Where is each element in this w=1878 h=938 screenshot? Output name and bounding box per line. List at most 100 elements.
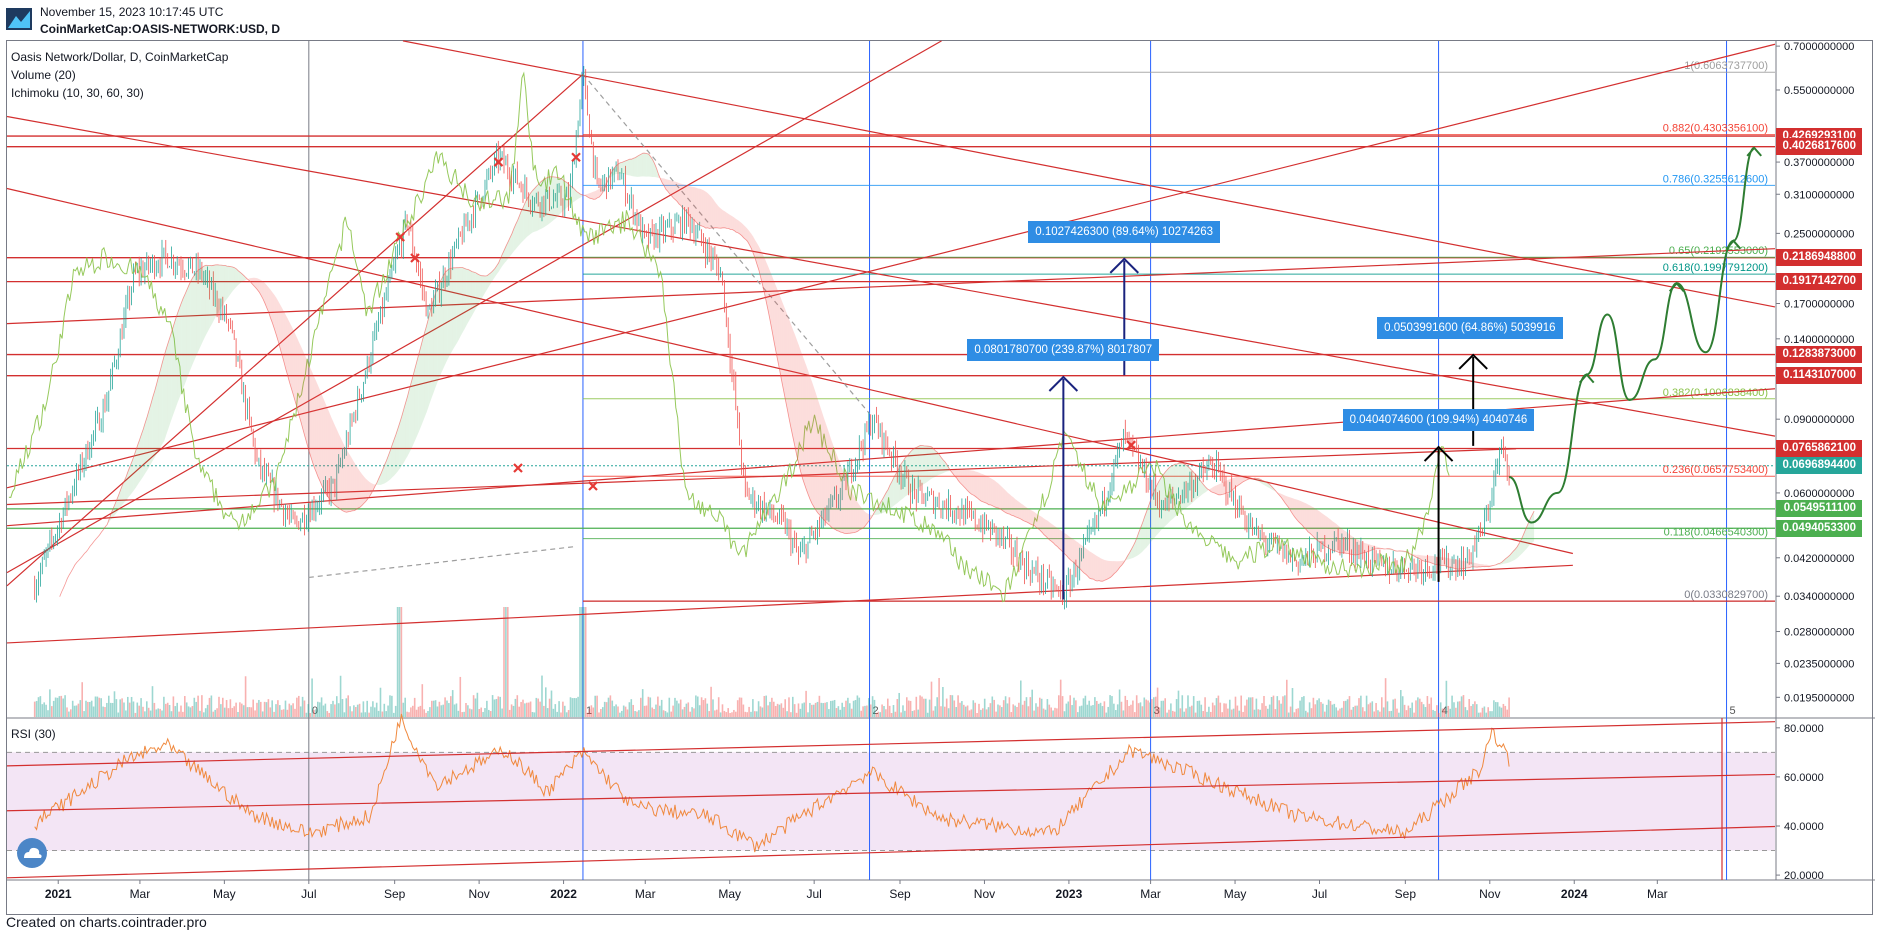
- ichimoku-cloud: [1300, 500, 1303, 526]
- ichimoku-cloud: [715, 202, 718, 228]
- ichimoku-cloud: [1108, 560, 1111, 579]
- ichimoku-cloud: [209, 265, 212, 328]
- ichimoku-cloud: [259, 279, 262, 296]
- time-tick-label: May: [1224, 887, 1247, 901]
- ichimoku-cloud: [321, 394, 324, 490]
- ichimoku-cloud: [217, 264, 220, 315]
- ichimoku-cloud: [675, 181, 678, 202]
- ichimoku-cloud: [1347, 532, 1350, 554]
- ichimoku-cloud: [354, 462, 357, 511]
- ichimoku-cloud: [1129, 549, 1132, 560]
- ichimoku-cloud: [1030, 509, 1033, 525]
- ichimoku-cloud: [1032, 510, 1035, 526]
- ichimoku-cloud: [340, 438, 343, 511]
- ichimoku-cloud: [1235, 476, 1238, 487]
- ichimoku-cloud: [813, 387, 816, 511]
- ichimoku-cloud: [924, 445, 927, 484]
- ichimoku-cloud: [829, 433, 832, 527]
- ichimoku-cloud: [644, 153, 647, 177]
- ichimoku-cloud: [335, 426, 338, 507]
- ichimoku-cloud: [842, 469, 845, 534]
- ichimoku-cloud: [975, 471, 978, 498]
- ichimoku-cloud: [850, 487, 852, 534]
- ichimoku-cloud: [749, 231, 752, 249]
- ichimoku-cloud: [851, 491, 854, 533]
- ichimoku-cloud: [650, 156, 653, 177]
- ichimoku-cloud: [713, 199, 716, 228]
- ichimoku-cloud: [1013, 497, 1016, 517]
- ichimoku-cloud: [859, 505, 862, 530]
- time-tick-label: Nov: [468, 887, 489, 901]
- ichimoku-cloud: [382, 464, 385, 485]
- ichimoku-cloud: [525, 198, 528, 239]
- ichimoku-cloud: [394, 434, 396, 476]
- ichimoku-cloud: [1477, 563, 1479, 568]
- ichimoku-cloud: [755, 240, 757, 265]
- ichimoku-lagging-span: [8, 71, 1450, 603]
- ichimoku-cloud: [893, 474, 896, 506]
- ichimoku-cloud: [166, 343, 168, 436]
- ichimoku-cloud: [1079, 544, 1082, 571]
- ichimoku-cloud: [1161, 474, 1164, 530]
- ichimoku-cloud: [1019, 501, 1022, 520]
- ichimoku-cloud: [587, 193, 590, 199]
- ichimoku-cloud: [711, 196, 714, 228]
- ichimoku-cloud: [304, 354, 307, 443]
- ichimoku-cloud: [694, 187, 697, 223]
- ichimoku-cloud: [460, 267, 463, 337]
- ichimoku-cloud: [291, 325, 294, 396]
- ichimoku-cloud: [1433, 556, 1436, 565]
- ichimoku-cloud: [1047, 520, 1050, 541]
- ichimoku-cloud: [918, 445, 921, 488]
- ichimoku-cloud: [177, 308, 180, 403]
- ichimoku-cloud: [1370, 544, 1373, 551]
- ichimoku-cloud: [1201, 482, 1204, 496]
- ichimoku-cloud: [775, 285, 778, 362]
- chart-canvas[interactable]: 0 1 2 3 4 5 1(0.6063737700) 0.882(0.4303356100…: [0, 0, 1878, 915]
- ichimoku-cloud: [171, 325, 174, 419]
- ichimoku-cloud: [1182, 463, 1185, 511]
- ichimoku-cloud: [323, 399, 326, 494]
- ichimoku-cloud: [1169, 466, 1172, 522]
- rsi-band: [7, 752, 1775, 851]
- ichimoku-cloud: [536, 184, 539, 232]
- ichimoku-cloud: [627, 159, 630, 176]
- time-cycles: 0 1 2 3 4 5: [308, 41, 1736, 880]
- ichimoku-cloud: [865, 511, 868, 526]
- trendline: [6, 115, 1776, 437]
- ichimoku-cloud: [802, 355, 805, 485]
- ichimoku-cloud: [513, 224, 516, 252]
- ichimoku-cloud: [1028, 508, 1031, 525]
- ichimoku-cloud: [1353, 537, 1356, 555]
- ichimoku-cloud: [283, 311, 286, 370]
- ichimoku-cloud: [219, 264, 222, 311]
- time-tick-label: Mar: [635, 887, 656, 901]
- ichimoku-cloud: [939, 454, 942, 475]
- ichimoku-cloud: [734, 217, 737, 233]
- ichimoku-cloud: [188, 281, 191, 374]
- ichimoku-cloud: [1325, 515, 1327, 548]
- projection-arrowhead-icon: [1746, 146, 1762, 157]
- ichimoku-cloud: [432, 298, 434, 397]
- chart-frame[interactable]: [6, 40, 1873, 915]
- ichimoku-cloud: [1038, 514, 1041, 531]
- ichimoku-cloud: [160, 362, 163, 448]
- ichimoku-cloud: [547, 176, 550, 225]
- ichimoku-cloud: [1448, 558, 1451, 568]
- price-tick-label: 0.0340000000: [1784, 591, 1854, 603]
- ichimoku-cloud: [946, 464, 949, 472]
- ichimoku-cloud: [736, 218, 738, 233]
- ichimoku-cloud: [563, 180, 566, 211]
- ichimoku-cloud: [147, 410, 149, 471]
- ichimoku-cloud: [1003, 488, 1006, 513]
- ichimoku-cloud: [1188, 466, 1191, 507]
- ichimoku-cloud: [1469, 561, 1472, 568]
- ichimoku-cloud: [568, 184, 571, 207]
- ichimoku-cloud: [1526, 522, 1529, 549]
- ichimoku-cloud: [1057, 527, 1060, 549]
- ichimoku-cloud: [774, 281, 776, 352]
- ichimoku-cloud: [1193, 472, 1196, 502]
- ichimoku-cloud: [190, 277, 193, 369]
- ichimoku-cloud: [1064, 533, 1067, 556]
- ichimoku-cloud: [1093, 553, 1096, 581]
